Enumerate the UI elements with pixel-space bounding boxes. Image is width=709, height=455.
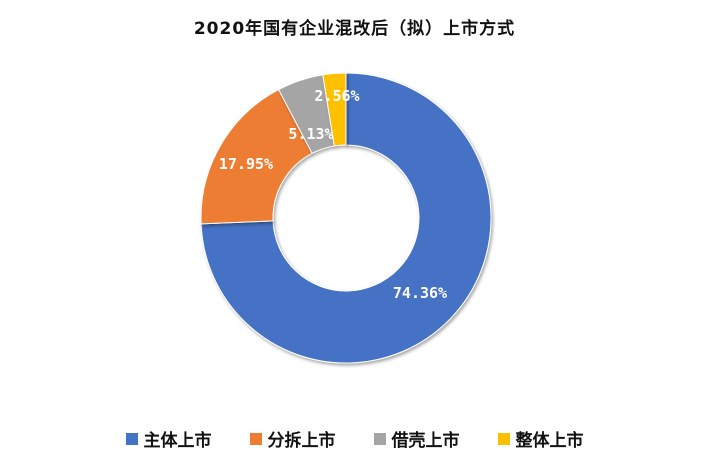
chart-legend: 主体上市 分拆上市 借壳上市 整体上市 [0, 426, 709, 451]
legend-item: 分拆上市 [249, 426, 336, 451]
legend-swatch [497, 432, 510, 445]
chart-title: 2020年国有企业混改后（拟）上市方式 [193, 19, 516, 39]
legend-item: 主体上市 [125, 426, 212, 451]
legend-label: 整体上市 [515, 431, 584, 451]
legend-swatch [373, 432, 386, 445]
legend-swatch [125, 432, 138, 445]
legend-label: 主体上市 [143, 431, 212, 451]
legend-item: 整体上市 [497, 426, 584, 451]
slice-data-label: 74.36% [393, 284, 447, 302]
legend-item: 借壳上市 [373, 426, 460, 451]
legend-label: 借壳上市 [391, 431, 460, 451]
donut-slice-1 [200, 72, 492, 364]
slice-data-label: 2.56% [314, 87, 359, 105]
slice-data-label: 17.95% [219, 155, 273, 173]
slice-data-label: 5.13% [288, 125, 333, 143]
legend-label: 分拆上市 [267, 431, 336, 451]
donut-slice-2 [200, 88, 313, 225]
legend-swatch [249, 432, 262, 445]
donut-slice-4 [322, 72, 347, 147]
